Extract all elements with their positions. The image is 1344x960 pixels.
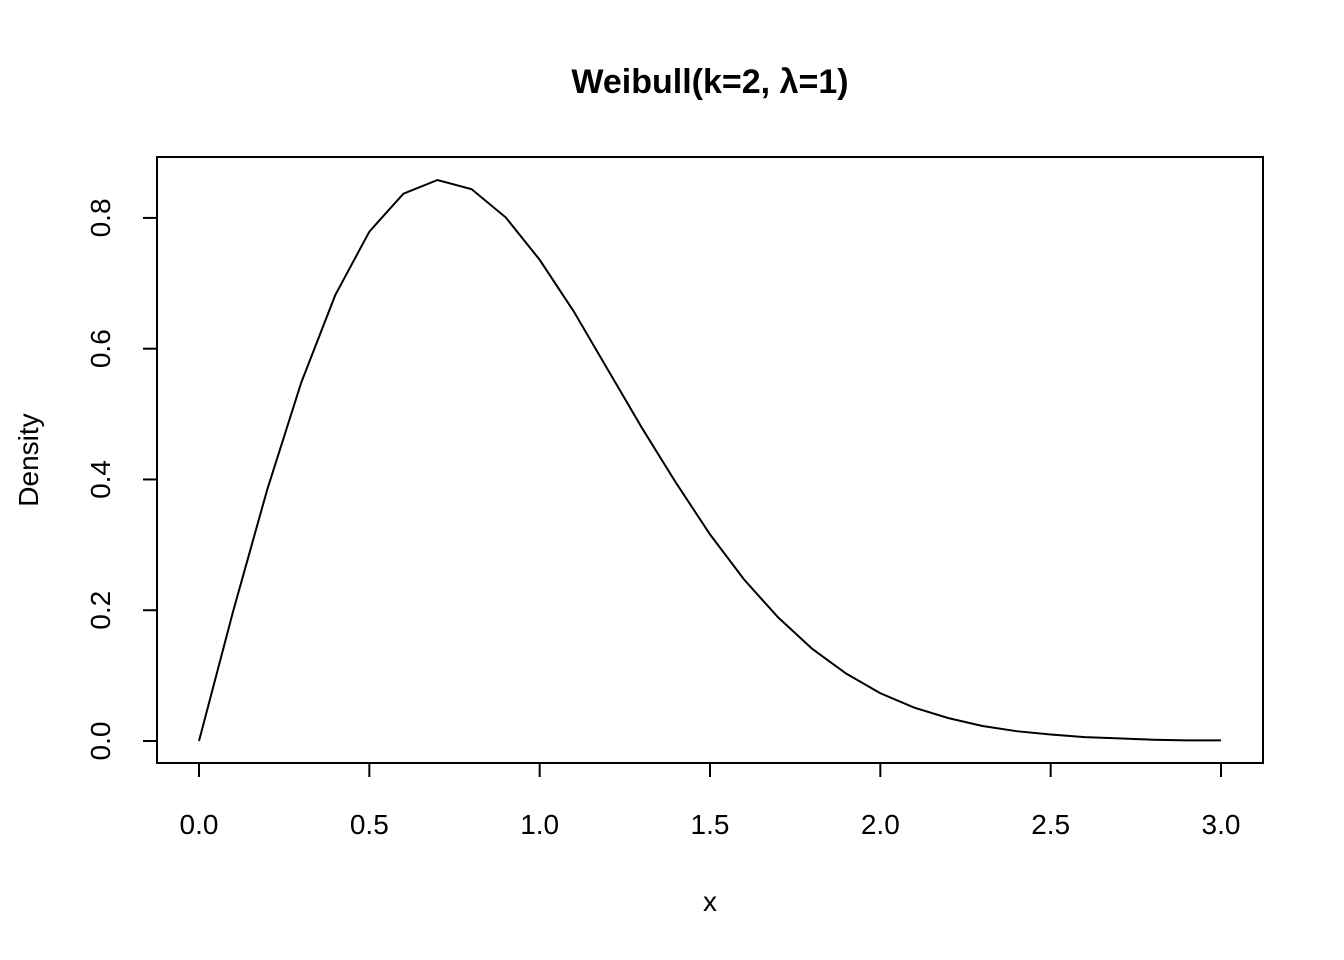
chart-title: Weibull(k=2, λ=1): [571, 63, 848, 101]
density-curve: [198, 178, 1221, 742]
x-tick-label: 1.0: [520, 809, 559, 840]
y-tick-label: 0.4: [85, 460, 116, 499]
y-tick-label: 0.0: [85, 722, 116, 761]
x-ticks: 0.0 0.5 1.0 1.5 2.0 2.5 3.0: [180, 763, 1241, 840]
y-tick-label: 0.2: [85, 591, 116, 630]
y-axis: 0.0 0.2 0.4 0.6 0.8: [85, 198, 158, 760]
x-tick-label: 0.0: [180, 809, 219, 840]
x-axis-label: x: [703, 886, 717, 917]
x-tick-label: 1.5: [691, 809, 730, 840]
y-tick-label: 0.6: [85, 329, 116, 368]
y-axis-label: Density: [13, 413, 44, 506]
y-ticks: 0.0 0.2 0.4 0.6 0.8: [85, 198, 157, 760]
x-axis: 0.0 0.5 1.0 1.5 2.0 2.5 3.0: [180, 762, 1241, 840]
plot-frame: [156, 156, 1264, 764]
x-tick-label: 2.0: [861, 809, 900, 840]
x-tick-label: 3.0: [1202, 809, 1241, 840]
y-tick-label: 0.8: [85, 198, 116, 237]
x-tick-label: 0.5: [350, 809, 389, 840]
x-tick-label: 2.5: [1031, 809, 1070, 840]
